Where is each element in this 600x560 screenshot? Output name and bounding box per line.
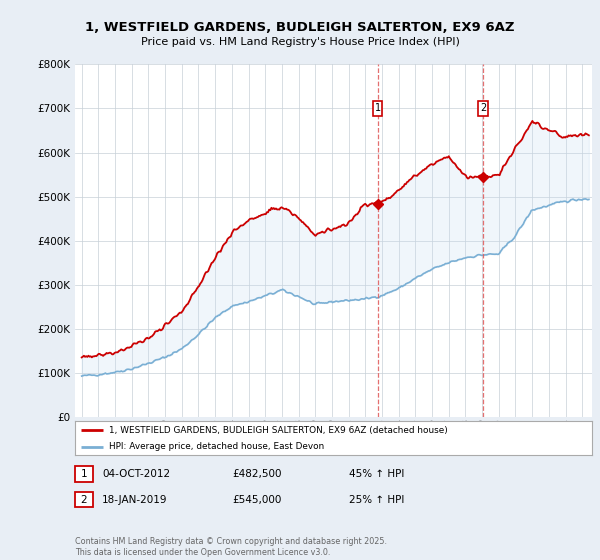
Text: HPI: Average price, detached house, East Devon: HPI: Average price, detached house, East… [109, 442, 324, 451]
Bar [478, 101, 488, 116]
Text: 1, WESTFIELD GARDENS, BUDLEIGH SALTERTON, EX9 6AZ: 1, WESTFIELD GARDENS, BUDLEIGH SALTERTON… [85, 21, 515, 34]
Text: 2: 2 [480, 104, 486, 114]
Bar [373, 101, 382, 116]
Text: 04-OCT-2012: 04-OCT-2012 [102, 469, 170, 479]
Text: Price paid vs. HM Land Registry's House Price Index (HPI): Price paid vs. HM Land Registry's House … [140, 37, 460, 47]
Text: £482,500: £482,500 [233, 469, 283, 479]
Text: 18-JAN-2019: 18-JAN-2019 [102, 494, 167, 505]
Text: 2: 2 [80, 494, 88, 505]
Text: £545,000: £545,000 [233, 494, 282, 505]
Text: 45% ↑ HPI: 45% ↑ HPI [349, 469, 404, 479]
Text: 1, WESTFIELD GARDENS, BUDLEIGH SALTERTON, EX9 6AZ (detached house): 1, WESTFIELD GARDENS, BUDLEIGH SALTERTON… [109, 426, 448, 435]
Text: 1: 1 [375, 104, 381, 114]
Text: 1: 1 [80, 469, 88, 479]
Text: Contains HM Land Registry data © Crown copyright and database right 2025.
This d: Contains HM Land Registry data © Crown c… [75, 537, 387, 557]
Text: 25% ↑ HPI: 25% ↑ HPI [349, 494, 404, 505]
